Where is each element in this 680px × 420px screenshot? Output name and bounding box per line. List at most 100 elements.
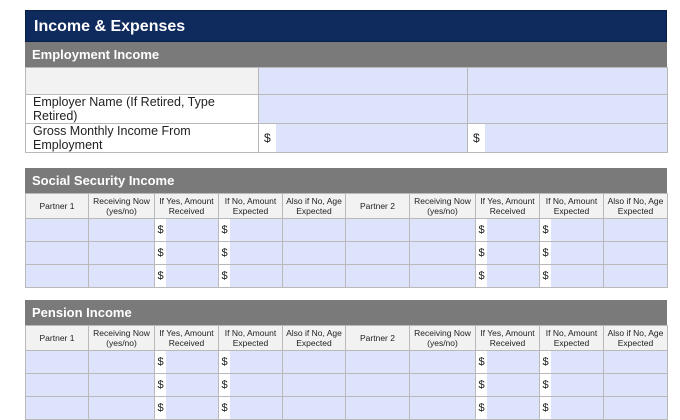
- column-header: Partner 1: [25, 325, 89, 351]
- column-header: Also if No, Age Expected: [282, 193, 346, 219]
- amount-field[interactable]: [166, 351, 218, 373]
- amount-field[interactable]: [487, 374, 539, 396]
- input-cell[interactable]: [25, 264, 89, 288]
- input-cell[interactable]: [345, 218, 410, 242]
- column-header: If Yes, Amount Received: [475, 193, 540, 219]
- amount-field[interactable]: [230, 374, 282, 396]
- amount-field[interactable]: [230, 351, 282, 373]
- input-cell[interactable]: [88, 218, 155, 242]
- amount-cell: $: [154, 264, 219, 288]
- column-header: If No, Amount Expected: [539, 193, 604, 219]
- amount-cell: $: [154, 396, 219, 420]
- partner2-employer-field[interactable]: [467, 94, 668, 124]
- amount-field[interactable]: [551, 265, 603, 287]
- employment-income-heading: Employment Income: [25, 42, 667, 67]
- input-cell[interactable]: [25, 350, 89, 374]
- input-cell[interactable]: [603, 350, 668, 374]
- dollar-sign: $: [264, 131, 271, 145]
- income-expenses-form: Income & Expenses Employment Income Empl…: [25, 10, 668, 420]
- input-cell[interactable]: [282, 241, 346, 265]
- input-cell[interactable]: [345, 264, 410, 288]
- amount-field[interactable]: [230, 265, 282, 287]
- amount-cell: $: [154, 218, 219, 242]
- input-cell[interactable]: [25, 241, 89, 265]
- social-security-table: Partner 1 Receiving Now (yes/no) If Yes, A…: [25, 193, 668, 288]
- input-cell[interactable]: [88, 373, 155, 397]
- amount-cell: $: [475, 396, 540, 420]
- partner2-header-field[interactable]: [467, 67, 668, 95]
- dollar-sign: $: [221, 224, 228, 236]
- column-header: Receiving Now (yes/no): [409, 193, 476, 219]
- input-cell[interactable]: [282, 264, 346, 288]
- amount-field[interactable]: [487, 397, 539, 419]
- input-cell[interactable]: [345, 373, 410, 397]
- input-cell[interactable]: [603, 218, 668, 242]
- dollar-sign: $: [157, 379, 164, 391]
- amount-field[interactable]: [166, 397, 218, 419]
- partner1-header-field[interactable]: [258, 67, 468, 95]
- input-cell[interactable]: [282, 218, 346, 242]
- pension-heading: Pension Income: [25, 300, 667, 325]
- amount-cell: $: [539, 350, 604, 374]
- dollar-sign: $: [542, 224, 549, 236]
- amount-cell: $: [218, 396, 283, 420]
- input-cell[interactable]: [409, 241, 476, 265]
- column-header: If Yes, Amount Received: [154, 325, 219, 351]
- input-cell[interactable]: [282, 373, 346, 397]
- input-cell[interactable]: [345, 241, 410, 265]
- amount-cell: $: [539, 373, 604, 397]
- amount-field[interactable]: [487, 219, 539, 241]
- amount-field[interactable]: [230, 397, 282, 419]
- input-cell[interactable]: [603, 264, 668, 288]
- amount-field[interactable]: [166, 242, 218, 264]
- gross-income-label: Gross Monthly Income From Employment: [25, 123, 259, 153]
- input-cell[interactable]: [409, 350, 476, 374]
- input-cell[interactable]: [88, 241, 155, 265]
- amount-field[interactable]: [166, 265, 218, 287]
- amount-field[interactable]: [487, 265, 539, 287]
- amount-field[interactable]: [551, 397, 603, 419]
- input-cell[interactable]: [88, 350, 155, 374]
- input-cell[interactable]: [409, 218, 476, 242]
- pension-table: Partner 1 Receiving Now (yes/no) If Yes, A…: [25, 325, 668, 420]
- input-cell[interactable]: [282, 396, 346, 420]
- header-row: Partner 1 Receiving Now (yes/no) If Yes, A…: [25, 325, 668, 351]
- input-cell[interactable]: [88, 264, 155, 288]
- partner2-gross-income-field[interactable]: [485, 124, 667, 152]
- dollar-sign: $: [157, 356, 164, 368]
- column-header: If Yes, Amount Received: [475, 325, 540, 351]
- employer-name-row: Employer Name (If Retired, Type Retired): [25, 94, 668, 124]
- amount-cell: $: [539, 264, 604, 288]
- amount-field[interactable]: [487, 351, 539, 373]
- input-cell[interactable]: [25, 218, 89, 242]
- input-cell[interactable]: [603, 241, 668, 265]
- amount-field[interactable]: [487, 242, 539, 264]
- input-cell[interactable]: [282, 350, 346, 374]
- dollar-sign: $: [478, 270, 485, 282]
- amount-field[interactable]: [551, 242, 603, 264]
- amount-field[interactable]: [166, 219, 218, 241]
- amount-field[interactable]: [551, 219, 603, 241]
- amount-field[interactable]: [551, 351, 603, 373]
- input-cell[interactable]: [603, 396, 668, 420]
- input-cell[interactable]: [25, 396, 89, 420]
- input-cell[interactable]: [25, 373, 89, 397]
- amount-field[interactable]: [230, 219, 282, 241]
- input-cell[interactable]: [345, 396, 410, 420]
- dollar-sign: $: [542, 356, 549, 368]
- amount-field[interactable]: [551, 374, 603, 396]
- input-cell[interactable]: [409, 373, 476, 397]
- input-cell[interactable]: [603, 373, 668, 397]
- amount-field[interactable]: [166, 374, 218, 396]
- input-cell[interactable]: [88, 396, 155, 420]
- input-cell[interactable]: [409, 396, 476, 420]
- partner1-employer-field[interactable]: [258, 94, 468, 124]
- partner1-gross-income-field[interactable]: [276, 124, 467, 152]
- amount-cell: $: [539, 241, 604, 265]
- input-cell[interactable]: [345, 350, 410, 374]
- input-cell[interactable]: [409, 264, 476, 288]
- table-row: $ $ $ $: [25, 350, 668, 374]
- amount-field[interactable]: [230, 242, 282, 264]
- amount-cell: $: [475, 241, 540, 265]
- column-header: If No, Amount Expected: [218, 193, 283, 219]
